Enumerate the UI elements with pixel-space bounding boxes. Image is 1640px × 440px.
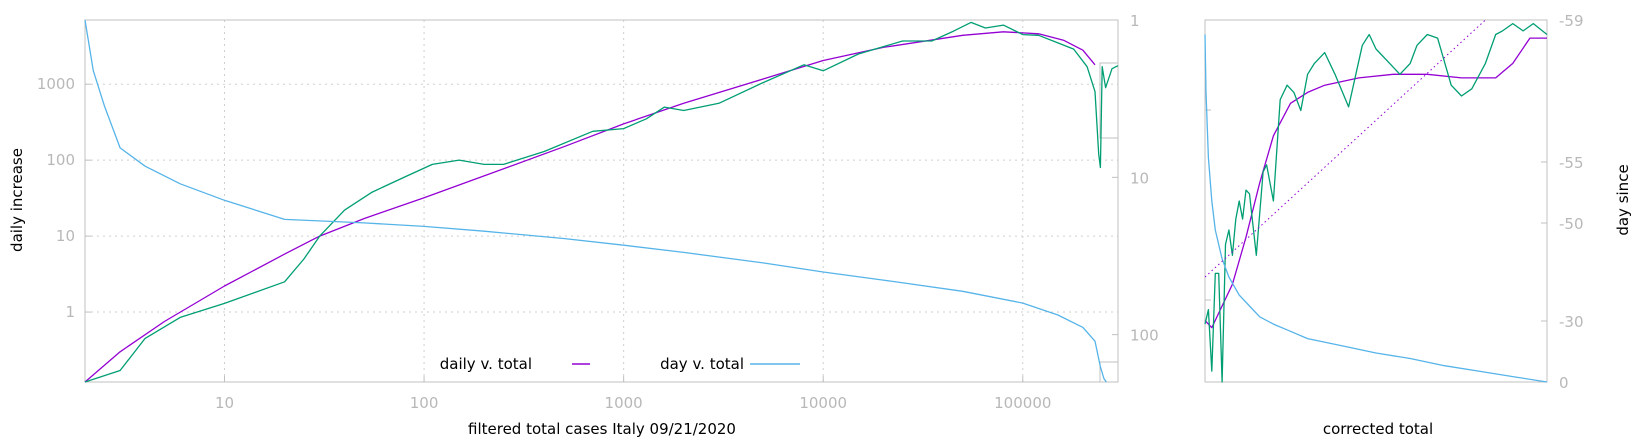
legend: daily v. total day v. total [440, 355, 800, 373]
y2-tick-label: 1 [1130, 12, 1140, 30]
y-axis-label: daily increase [8, 148, 26, 252]
x-tick-label: 1000 [605, 394, 643, 412]
y2-tick-label: 100 [1130, 327, 1159, 345]
side-y2-tick-label: -30 [1559, 313, 1584, 331]
side-x-axis-label: corrected total [1323, 420, 1433, 438]
x-tick-label: 10 [215, 394, 234, 412]
side-y2-axis-label: day since [1614, 164, 1632, 235]
y-tick-label: 1000 [37, 75, 75, 93]
x-tick-label: 10000 [799, 394, 847, 412]
legend-label: daily v. total [440, 355, 532, 373]
side-y2-tick-label: -50 [1559, 215, 1584, 233]
legend-label: day v. total [660, 355, 744, 373]
y-tick-label: 1 [65, 303, 75, 321]
side-series-line-1 [1204, 22, 1548, 383]
side-series-line-3 [1204, 19, 1486, 278]
inset-box [1099, 62, 1119, 139]
side-plot: -59 -55 -50 -30 0 [1204, 12, 1584, 392]
y-tick-label: 100 [46, 151, 75, 169]
side-series-line-0 [1204, 37, 1547, 329]
side-series-line-2 [1204, 34, 1548, 383]
side-y2-tick-label: -55 [1559, 154, 1584, 172]
side-plot-frame [1204, 19, 1548, 383]
main-plot-frame [84, 19, 1119, 383]
y-tick-label: 10 [56, 227, 75, 245]
x-axis-label: filtered total cases Italy 09/21/2020 [468, 420, 736, 438]
x-tick-label: 100000 [994, 394, 1051, 412]
main-plot: 10 100 1000 10000 100000 1 10 100 1000 1 10 100 [37, 12, 1159, 412]
inset-box [1099, 361, 1119, 383]
series-line-1 [84, 21, 1119, 383]
series-line-0 [84, 31, 1096, 383]
x-tick-label: 100 [410, 394, 439, 412]
series-line-2 [84, 19, 1107, 383]
side-y2-tick-label: 0 [1559, 374, 1569, 392]
side-y2-tick-label: -59 [1559, 12, 1584, 30]
y2-tick-label: 10 [1130, 169, 1149, 187]
